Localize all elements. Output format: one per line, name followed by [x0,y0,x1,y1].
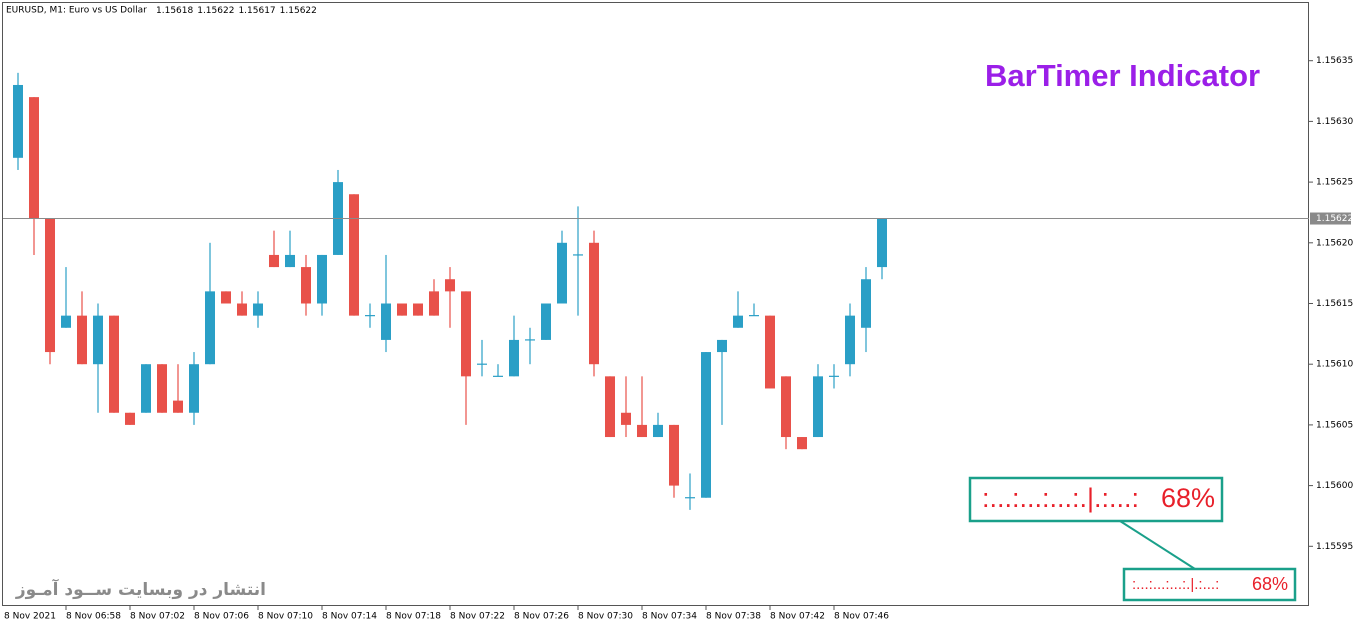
candle-body [829,375,839,377]
candle-body [157,364,167,413]
timer-connector [1119,520,1196,570]
current-price-label: 1.15622 [1316,214,1353,224]
y-tick-label: 1.15625 [1316,178,1353,188]
candle-body [717,339,727,353]
candle-body [13,84,23,158]
candle-body [557,242,567,304]
x-tick-label: 8 Nov 07:06 [194,612,249,622]
candle-body [93,315,103,365]
candle-body [109,315,119,413]
candle-body [189,364,199,413]
candle-body [509,339,519,377]
candle-body [45,218,55,353]
candle-body [733,315,743,328]
x-tick-label: 8 Nov 07:02 [130,612,185,622]
date-label: 8 Nov 2021 [4,612,56,622]
watermark: انتشار در وبسایت ســود آمـوز [15,578,266,600]
timer-bar: :...:...:...:.|.:...: [982,483,1139,513]
timer-bar-small: :...:...:...:.|.:...: [1132,576,1219,593]
header-symbol: EURUSD, M1: Euro vs US Dollar [6,6,147,16]
timer-box-small [1122,567,1297,602]
candle-body [525,339,535,341]
candle-body [845,315,855,365]
candle-body [477,363,487,365]
candle-body [605,376,615,438]
x-tick-label: 8 Nov 07:42 [770,612,825,622]
candle-body [589,242,599,365]
x-tick-label: 8 Nov 07:22 [450,612,505,622]
candle-body [413,303,423,316]
y-tick-label: 1.15605 [1316,420,1353,430]
candle-body [797,437,807,450]
candle-body [813,376,823,438]
x-tick-label: 8 Nov 07:10 [258,612,313,622]
candle-body [781,376,791,438]
timer-percent: 68% [1161,483,1215,513]
candle-body [877,218,887,268]
candle-body [205,291,215,365]
candle-body [653,424,663,438]
indicator-title: BarTimer Indicator [985,58,1260,93]
x-tick-label: 8 Nov 07:38 [706,612,761,622]
candle-body [77,315,87,365]
candle-body [541,303,551,340]
y-tick-label: 1.15595 [1316,542,1353,552]
candle-body [669,424,679,486]
x-tick-label: 8 Nov 07:34 [642,612,697,622]
header-open: 1.15618 [156,6,193,16]
candle-body [701,352,711,498]
candle-body [253,303,263,316]
candle-body [429,291,439,316]
candle-body [29,97,39,219]
x-tick-label: 8 Nov 07:26 [514,612,569,622]
y-tick-label: 1.15635 [1316,56,1353,66]
candle-body [173,400,183,413]
candle-body [861,279,871,328]
y-tick-label: 1.15600 [1316,481,1353,491]
header-ohlc: 1.15618 1.15622 1.15617 1.15622 [156,6,317,16]
y-tick-label: 1.15610 [1316,360,1353,370]
candle-body [749,315,759,317]
current-price-bg [1310,212,1351,225]
candle-body [141,364,151,413]
header-close: 1.15622 [280,6,317,16]
candle-body [637,424,647,438]
x-tick-label: 8 Nov 06:58 [66,612,121,622]
candle-body [573,254,583,256]
candle-body [397,303,407,316]
candle-body [493,375,503,377]
candle-body [765,315,775,389]
candle-body [269,254,279,268]
x-tick-label: 8 Nov 07:14 [322,612,377,622]
x-tick-label: 8 Nov 07:30 [578,612,633,622]
timer-box-large [968,476,1224,523]
header-high: 1.15622 [197,6,234,16]
candle-body [685,497,695,499]
candle-body [445,279,455,292]
candle-body [301,267,311,304]
candle-body [221,291,231,304]
candle-body [61,315,71,328]
y-tick-label: 1.15615 [1316,299,1353,309]
x-tick-label: 8 Nov 07:46 [834,612,889,622]
candle-body [365,315,375,317]
candle-body [125,412,135,425]
y-tick-label: 1.15630 [1316,117,1353,127]
candle-body [317,254,327,304]
candle-body [461,291,471,377]
candle-body [237,303,247,316]
x-tick-label: 8 Nov 07:18 [386,612,441,622]
candle-body [285,254,295,268]
candle-body [381,303,391,340]
timer-percent-small: 68% [1252,574,1288,594]
candle-body [621,412,631,425]
y-tick-label: 1.15620 [1316,238,1353,248]
plot-frame [2,2,1309,606]
header-low: 1.15617 [238,6,275,16]
candle-body [349,194,359,316]
